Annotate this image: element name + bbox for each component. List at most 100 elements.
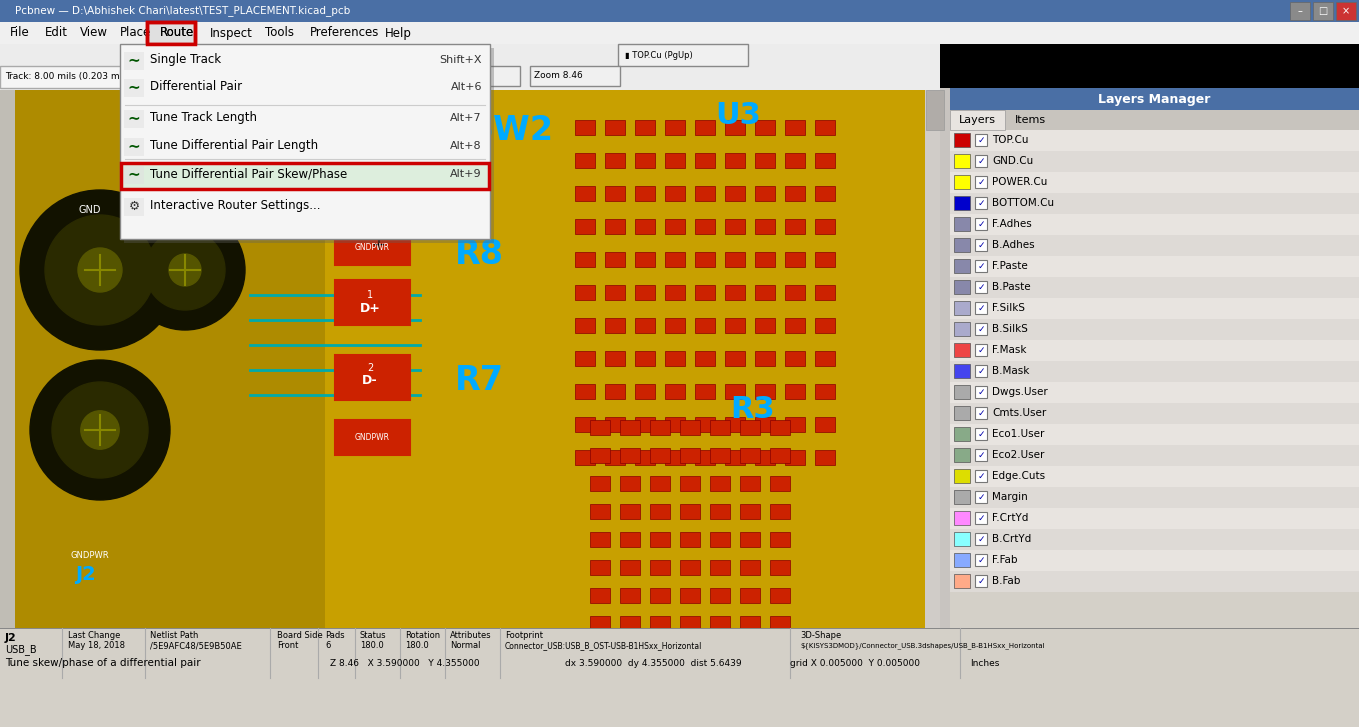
Text: +: + xyxy=(371,236,385,254)
Bar xyxy=(124,138,144,156)
Text: Eco2.User: Eco2.User xyxy=(992,450,1044,460)
Bar xyxy=(954,427,970,441)
Bar xyxy=(650,532,670,547)
Circle shape xyxy=(169,254,201,286)
Bar xyxy=(124,166,144,184)
Text: Inches: Inches xyxy=(970,659,999,667)
Bar xyxy=(124,79,144,97)
Bar xyxy=(605,417,625,432)
Text: Edit: Edit xyxy=(45,26,68,39)
Bar xyxy=(974,218,987,230)
Bar xyxy=(724,285,745,300)
Bar xyxy=(0,22,1359,44)
Bar xyxy=(940,88,950,628)
Text: D4: D4 xyxy=(288,213,307,227)
Text: D-: D- xyxy=(363,374,378,387)
Text: R6: R6 xyxy=(179,126,209,145)
Circle shape xyxy=(20,190,179,350)
Bar xyxy=(786,252,805,267)
Text: May 18, 2018: May 18, 2018 xyxy=(68,641,125,651)
Bar xyxy=(741,504,760,519)
Bar xyxy=(741,588,760,603)
Bar xyxy=(635,285,655,300)
Bar xyxy=(771,532,790,547)
Text: Tune Track Length: Tune Track Length xyxy=(149,111,257,124)
Bar xyxy=(635,120,655,135)
Text: F.SilkS: F.SilkS xyxy=(992,303,1025,313)
Bar xyxy=(954,469,970,483)
Bar xyxy=(650,476,670,491)
Bar xyxy=(950,172,1359,193)
Bar xyxy=(620,504,640,519)
Bar xyxy=(709,560,730,575)
Text: Tools: Tools xyxy=(265,26,294,39)
Text: ✓: ✓ xyxy=(977,177,985,187)
Bar xyxy=(665,318,685,333)
Bar xyxy=(665,252,685,267)
Bar xyxy=(635,186,655,201)
Bar xyxy=(620,532,640,547)
Bar xyxy=(786,186,805,201)
Bar xyxy=(0,44,940,90)
Bar xyxy=(635,351,655,366)
Bar xyxy=(680,588,700,603)
Bar xyxy=(954,553,970,567)
Bar xyxy=(530,66,620,86)
Bar xyxy=(925,90,945,130)
Text: □: □ xyxy=(1318,6,1328,16)
Bar xyxy=(575,285,595,300)
Text: Pads: Pads xyxy=(325,630,345,640)
Bar xyxy=(618,44,747,66)
Text: Layers: Layers xyxy=(958,115,996,125)
Text: GND: GND xyxy=(79,205,102,215)
Bar xyxy=(974,533,987,545)
Bar xyxy=(605,450,625,465)
Bar xyxy=(756,384,775,399)
Bar xyxy=(950,424,1359,445)
Text: ⚙: ⚙ xyxy=(128,199,140,212)
Bar xyxy=(590,504,610,519)
Text: Status: Status xyxy=(360,630,386,640)
Bar xyxy=(124,198,144,216)
Text: ∼: ∼ xyxy=(128,52,140,68)
Bar xyxy=(1313,2,1333,20)
Bar xyxy=(950,571,1359,592)
Bar xyxy=(665,285,685,300)
Bar xyxy=(950,550,1359,571)
Bar xyxy=(741,560,760,575)
Bar xyxy=(741,448,760,463)
Text: Cmts.User: Cmts.User xyxy=(992,408,1046,418)
Bar xyxy=(575,351,595,366)
Bar xyxy=(694,153,715,168)
Text: GNDPWR: GNDPWR xyxy=(355,243,390,252)
Bar xyxy=(954,133,970,147)
Text: Help: Help xyxy=(385,26,412,39)
Bar xyxy=(954,280,970,294)
Text: R3: R3 xyxy=(730,395,775,425)
Bar xyxy=(590,476,610,491)
Text: ✓: ✓ xyxy=(977,283,985,292)
Text: ✓: ✓ xyxy=(977,324,985,334)
Bar xyxy=(665,450,685,465)
Bar xyxy=(950,88,1359,635)
Text: GNDPWR: GNDPWR xyxy=(71,550,109,560)
Bar xyxy=(815,318,834,333)
Circle shape xyxy=(80,411,120,449)
Bar xyxy=(605,351,625,366)
Text: F.Paste: F.Paste xyxy=(992,261,1027,271)
Bar xyxy=(724,384,745,399)
Bar xyxy=(786,384,805,399)
Text: ✓: ✓ xyxy=(977,577,985,585)
Text: Pcbnew — D:\Abhishek Chari\latest\TEST_PLACEMENT.kicad_pcb: Pcbnew — D:\Abhishek Chari\latest\TEST_P… xyxy=(15,6,351,17)
Bar xyxy=(771,616,790,631)
Bar xyxy=(15,88,325,628)
Bar xyxy=(954,511,970,525)
Text: Connector_USB:USB_B_OST-USB-B1HSxx_Horizontal: Connector_USB:USB_B_OST-USB-B1HSxx_Horiz… xyxy=(506,641,703,651)
Bar xyxy=(950,151,1359,172)
Text: Dwgs.User: Dwgs.User xyxy=(992,387,1048,397)
Text: Interactive Router Settings...: Interactive Router Settings... xyxy=(149,199,321,212)
Bar xyxy=(771,476,790,491)
Bar xyxy=(815,120,834,135)
Bar xyxy=(950,445,1359,466)
Bar xyxy=(954,238,970,252)
